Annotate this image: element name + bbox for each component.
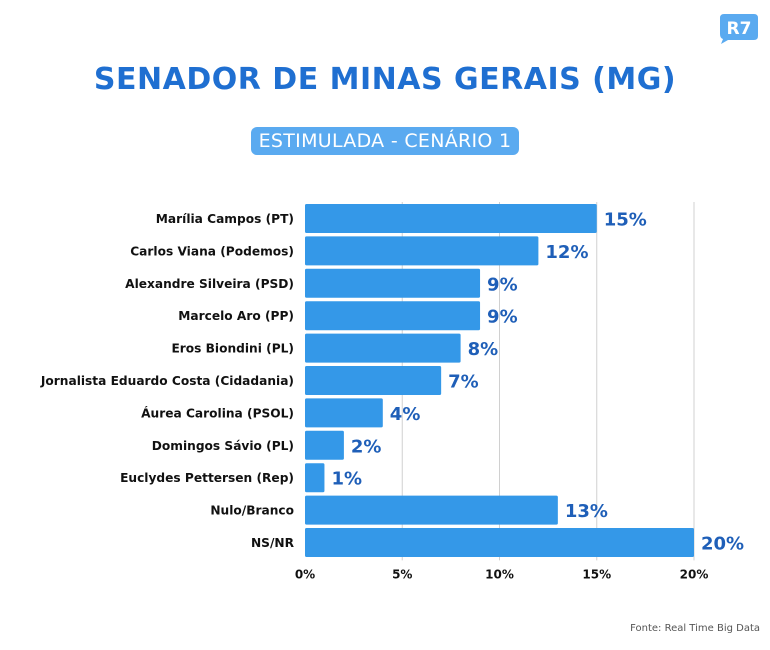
logo-text: R7	[727, 19, 752, 39]
x-tick-label: 20%	[680, 567, 709, 581]
bar	[305, 495, 558, 525]
category-label: Euclydes Pettersen (Rep)	[120, 471, 294, 485]
bar	[305, 236, 539, 266]
value-label: 15%	[604, 210, 647, 231]
value-label: 4%	[390, 404, 421, 425]
x-tick-label: 10%	[485, 567, 514, 581]
bar	[305, 268, 481, 298]
bars	[305, 204, 694, 557]
value-label: 8%	[468, 339, 499, 360]
value-labels: 15% 12% 9% 9% 8% 7% 4% 2% 1% 13% 20%	[331, 210, 744, 555]
page-title: SENADOR DE MINAS GERAIS (MG)	[93, 62, 677, 97]
category-label: Jornalista Eduardo Costa (Cidadania)	[40, 374, 294, 388]
bar	[305, 204, 597, 233]
category-label: NS/NR	[251, 536, 295, 550]
bar	[305, 333, 461, 363]
category-label: Eros Biondini (PL)	[171, 342, 294, 356]
source-note: Fonte: Real Time Big Data	[630, 623, 760, 634]
category-label: Marcelo Aro (PP)	[178, 309, 294, 323]
value-label: 1%	[331, 469, 362, 490]
logo-bubble-icon	[720, 14, 758, 44]
value-label: 20%	[701, 534, 744, 555]
category-label: Domingos Sávio (PL)	[152, 439, 294, 453]
bar	[305, 430, 344, 460]
x-tick-label: 5%	[392, 567, 412, 581]
category-label: Nulo/Branco	[210, 504, 294, 518]
r7-logo: R7	[718, 12, 760, 44]
bar-chart: Marília Campos (PT) Carlos Viana (Podemos…	[40, 202, 744, 581]
bar	[305, 366, 442, 395]
bar	[305, 463, 325, 493]
bar	[305, 528, 694, 557]
value-label: 12%	[545, 242, 588, 263]
value-label: 13%	[565, 501, 608, 522]
category-label: Carlos Viana (Podemos)	[130, 244, 294, 258]
value-label: 9%	[487, 274, 518, 295]
x-axis-ticks: 0% 5% 10% 15% 20%	[295, 567, 709, 581]
category-label: Alexandre Silveira (PSD)	[125, 277, 294, 291]
value-label: 2%	[351, 436, 382, 457]
x-tick-label: 15%	[582, 567, 611, 581]
category-labels: Marília Campos (PT) Carlos Viana (Podemos…	[40, 212, 295, 550]
category-label: Áurea Carolina (PSOL)	[141, 405, 294, 420]
bar	[305, 301, 481, 331]
subtitle-badge: ESTIMULADA - CENÁRIO 1	[250, 127, 520, 155]
value-label: 9%	[487, 307, 518, 328]
x-tick-label: 0%	[295, 567, 315, 581]
category-label: Marília Campos (PT)	[156, 212, 294, 226]
value-label: 7%	[448, 372, 479, 393]
bar	[305, 398, 383, 428]
